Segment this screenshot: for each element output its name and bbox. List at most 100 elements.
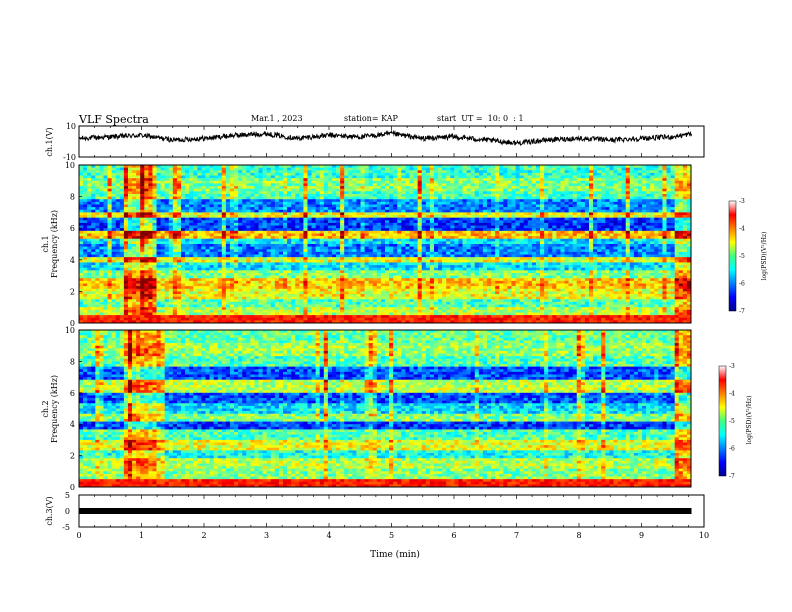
spectrogram-cell bbox=[140, 215, 145, 218]
spectrogram-cell bbox=[617, 165, 622, 168]
spectrogram-cell bbox=[95, 165, 100, 168]
spectrogram-cell bbox=[83, 236, 88, 240]
spectrogram-cell bbox=[303, 193, 308, 197]
spectrogram-cell bbox=[209, 201, 214, 205]
spectrogram-cell bbox=[474, 225, 480, 229]
spectrogram-cell bbox=[95, 199, 100, 203]
spectrogram-cell bbox=[593, 209, 598, 213]
spectrogram-cell bbox=[380, 188, 386, 192]
spectrogram-cell bbox=[107, 201, 112, 205]
spectrogram-cell bbox=[613, 233, 618, 237]
spectrogram-cell bbox=[515, 215, 520, 218]
spectrogram-cell bbox=[625, 196, 631, 200]
spectrogram-cell bbox=[629, 238, 635, 242]
spectrogram-cell bbox=[621, 201, 627, 205]
spectrogram-cell bbox=[625, 170, 631, 174]
spectrogram-cell bbox=[225, 225, 231, 229]
spectrogram-cell bbox=[242, 175, 247, 179]
spectrogram-cell bbox=[450, 238, 455, 242]
spectrogram-cell bbox=[686, 178, 692, 182]
spectrogram-cell bbox=[303, 233, 308, 237]
spectrogram-cell bbox=[658, 167, 663, 171]
spectrogram-cell bbox=[417, 244, 423, 247]
spectrogram-cell bbox=[499, 241, 504, 245]
spectrogram-cell bbox=[527, 180, 533, 184]
spectrogram-cell bbox=[278, 233, 284, 237]
spectrogram-cell bbox=[646, 212, 651, 216]
spectrogram-cell bbox=[389, 193, 394, 197]
spectrogram-cell bbox=[589, 207, 594, 211]
spectrogram-cell bbox=[442, 178, 447, 182]
spectrogram-cell bbox=[593, 228, 598, 232]
spectrogram-cell bbox=[650, 215, 655, 218]
spectrogram-cell bbox=[535, 233, 541, 237]
spectrogram-cell bbox=[213, 191, 219, 195]
spectrogram-cell bbox=[160, 230, 165, 234]
spectrogram-cell bbox=[438, 201, 443, 205]
spectrogram-cell bbox=[650, 244, 655, 247]
spectrogram-cell bbox=[262, 178, 267, 182]
spectrogram-cell bbox=[470, 186, 476, 189]
spectrogram-cell bbox=[221, 201, 227, 205]
spectrogram-cell bbox=[91, 228, 96, 232]
spectrogram-cell bbox=[266, 215, 272, 218]
spectrogram-cell bbox=[613, 238, 618, 242]
spectrogram-cell bbox=[225, 230, 231, 234]
spectrogram-cell bbox=[185, 249, 190, 253]
spectrogram-cell bbox=[572, 228, 578, 232]
spectrogram-cell bbox=[540, 186, 545, 189]
spectrogram-cell bbox=[678, 236, 684, 240]
spectrogram-cell bbox=[368, 236, 374, 240]
spectrogram-cell bbox=[438, 199, 443, 203]
spectrogram-cell bbox=[580, 167, 586, 171]
spectrogram-cell bbox=[670, 167, 675, 171]
spectrogram-cell bbox=[666, 204, 671, 208]
spectrogram-cell bbox=[674, 215, 680, 218]
spectrogram-cell bbox=[87, 220, 92, 224]
spectrogram-cell bbox=[234, 172, 239, 176]
spectrogram-cell bbox=[658, 178, 663, 182]
spectrogram-cell bbox=[389, 165, 394, 168]
spectrogram-cell bbox=[185, 246, 190, 250]
spectrogram-cell bbox=[593, 199, 598, 203]
spectrogram-cell bbox=[160, 212, 165, 216]
spectrogram-cell bbox=[87, 246, 92, 250]
spectrogram-cell bbox=[376, 188, 382, 192]
spectrogram-cell bbox=[140, 199, 145, 203]
spectrogram-cell bbox=[234, 167, 239, 171]
spectrogram-cell bbox=[678, 186, 684, 189]
spectrogram-cell bbox=[376, 172, 382, 176]
spectrogram-cell bbox=[209, 191, 214, 195]
spectrogram-cell bbox=[311, 215, 316, 218]
spectrogram-cell bbox=[193, 230, 198, 234]
spectrogram-cell bbox=[258, 249, 263, 253]
spectrogram-cell bbox=[686, 188, 692, 192]
spectrogram-cell bbox=[91, 249, 96, 253]
spectrogram-cell bbox=[360, 236, 365, 240]
spectrogram-cell bbox=[499, 178, 504, 182]
spectrogram-cell bbox=[368, 220, 374, 224]
spectrogram-cell bbox=[344, 186, 349, 189]
spectrogram-cell bbox=[79, 207, 84, 211]
spectrogram-cell bbox=[646, 183, 651, 187]
spectrogram-cell bbox=[666, 193, 671, 197]
spectrogram-cell bbox=[552, 220, 557, 224]
spectrogram-cell bbox=[519, 225, 525, 229]
spectrogram-cell bbox=[658, 172, 663, 176]
spectrogram-cell bbox=[336, 175, 341, 179]
spectrogram-cell bbox=[295, 212, 300, 216]
spectrogram-cell bbox=[144, 230, 149, 234]
spectrogram-cell bbox=[478, 204, 484, 208]
spectrogram-cell bbox=[642, 167, 647, 171]
spectrogram-cell bbox=[364, 191, 369, 195]
spectrogram-cell bbox=[315, 217, 321, 221]
spectrogram-cell bbox=[629, 228, 635, 232]
spectrogram-cell bbox=[205, 180, 210, 184]
spectrogram-cell bbox=[568, 215, 573, 218]
spectrogram-cell bbox=[136, 225, 141, 229]
spectrogram-cell bbox=[613, 204, 618, 208]
spectrogram-cell bbox=[678, 230, 684, 234]
spectrogram-cell bbox=[474, 193, 480, 197]
spectrogram-cell bbox=[291, 228, 296, 232]
spectrogram-cell bbox=[234, 201, 239, 205]
